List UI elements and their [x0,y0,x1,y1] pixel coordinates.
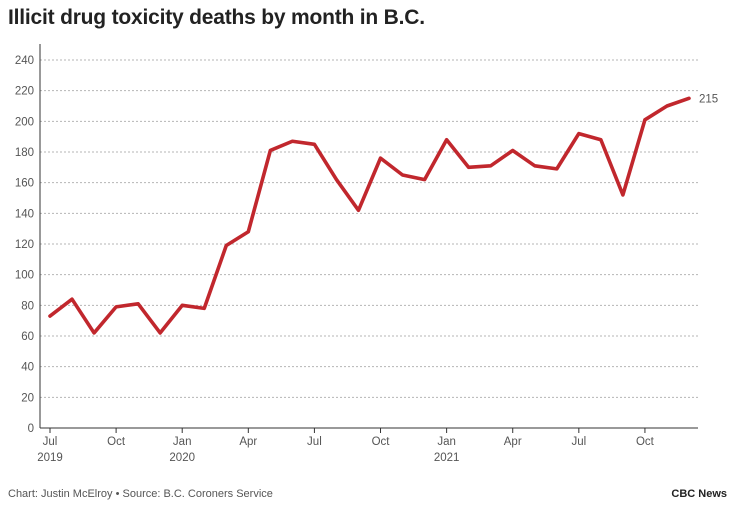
y-tick-label-0: 0 [28,423,34,435]
x-tick-label-2021-07: Jul [571,436,586,448]
x-tick-label-2020-07: Jul [307,436,322,448]
y-tick-label-40: 40 [21,362,34,374]
x-tick-label-2020-04: Apr [239,436,257,448]
x-tick-year-2020: 2020 [169,452,195,464]
y-axis: 0 20 40 60 80 100 120 140 160 180 200 220 240 [15,44,41,435]
y-tick-label-240: 240 [15,55,34,67]
y-tick-label-60: 60 [21,331,34,343]
chart-credit: Chart: Justin McElroy • Source: B.C. Cor… [8,488,273,500]
x-tick-label-2020-10: Oct [372,436,391,448]
x-axis: Jul 2019 Oct Jan 2020 Apr Jul Oct Jan 2021 Apr Jul O… [37,427,698,464]
y-tick-label-180: 180 [15,147,34,159]
x-tick-label-2019-10: Oct [107,436,126,448]
end-value-label: 215 [699,93,718,105]
series-line-0 [48,96,691,335]
x-tick-year-2019: 2019 [37,452,63,464]
x-tick-year-2021: 2021 [434,452,460,464]
chart-title: Illicit drug toxicity deaths by month in… [8,6,425,29]
brand-label: CBC News [671,488,727,500]
y-tick-label-220: 220 [15,86,34,98]
x-tick-label-2021-10: Oct [636,436,655,448]
x-tick-label-2019-07: Jul [43,436,58,448]
y-tick-label-80: 80 [21,300,34,312]
x-tick-label-2021-04: Apr [504,436,522,448]
x-tick-label-2021-01: Jan [437,436,456,448]
series-group: 215 [48,93,718,335]
y-tick-label-120: 120 [15,239,34,251]
y-tick-label-100: 100 [15,270,34,282]
gridlines [40,59,698,398]
y-tick-label-20: 20 [21,392,34,404]
y-tick-label-200: 200 [15,116,34,128]
y-tick-label-140: 140 [15,208,34,220]
x-tick-label-2020-01: Jan [173,436,192,448]
y-tick-label-160: 160 [15,178,34,190]
